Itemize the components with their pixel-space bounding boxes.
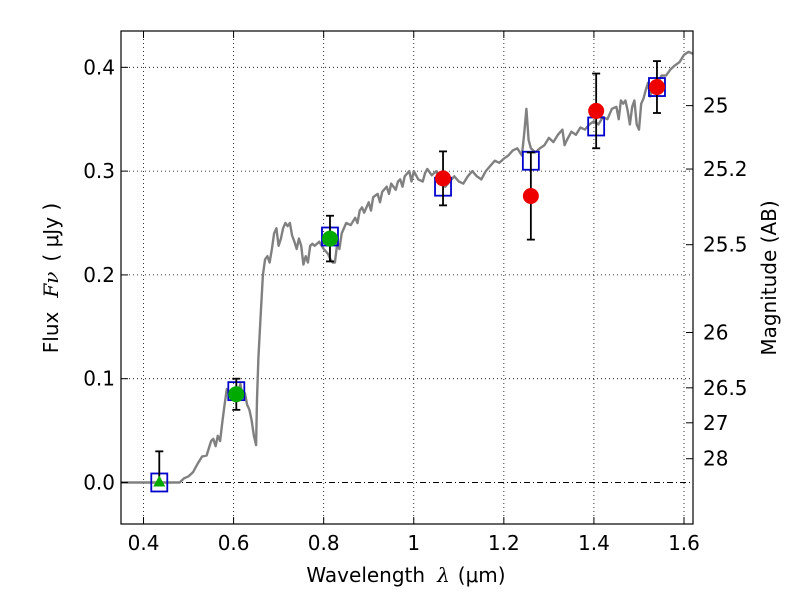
x-tick-label: 0.6 — [218, 531, 250, 555]
red-data-point — [435, 170, 452, 187]
x-tick-label: 0.4 — [128, 531, 160, 555]
y-axis-label: Flux Fν ( μJy ) — [39, 203, 63, 353]
green-data-point — [321, 230, 338, 247]
y2-tick-label: 27 — [703, 411, 728, 435]
y-tick-label: 0.1 — [83, 367, 115, 391]
y-tick-label: 0.4 — [83, 55, 115, 79]
x-tick-label: 0.8 — [308, 531, 340, 555]
green-data-point — [228, 386, 245, 403]
red-data-point — [648, 79, 665, 96]
x-tick-label: 1 — [407, 531, 420, 555]
y2-tick-label: 25.5 — [703, 233, 748, 257]
series-layer — [121, 50, 693, 493]
x-axis-label: Wavelength λ (μm) — [306, 563, 505, 587]
axis-ticks: 0.4 0.6 0.8 1 1.2 1.4 1.6 0.0 0.1 0.2 0.3 0.4 25 25.2… — [83, 31, 748, 555]
plot-frame — [120, 30, 694, 525]
y-tick-label: 0.2 — [83, 263, 115, 287]
x-tick-label: 1.6 — [668, 531, 700, 555]
x-tick-label: 1.4 — [578, 531, 610, 555]
y2-tick-label: 25 — [703, 94, 728, 118]
upper-limit-triangle — [153, 475, 166, 487]
y2-tick-label: 28 — [703, 447, 728, 471]
y2-tick-label: 26.5 — [703, 376, 748, 400]
red-data-point — [522, 188, 539, 205]
y-tick-label: 0.0 — [83, 470, 115, 494]
x-tick-label: 1.2 — [488, 531, 520, 555]
red-data-point — [588, 102, 605, 119]
y-tick-label: 0.3 — [83, 159, 115, 183]
sed-model-line — [121, 50, 693, 484]
gridlines — [121, 31, 693, 524]
y2-tick-label: 26 — [703, 321, 728, 345]
y2-axis-label: Magnitude (AB) — [757, 200, 781, 355]
y2-tick-label: 25.2 — [703, 157, 748, 181]
